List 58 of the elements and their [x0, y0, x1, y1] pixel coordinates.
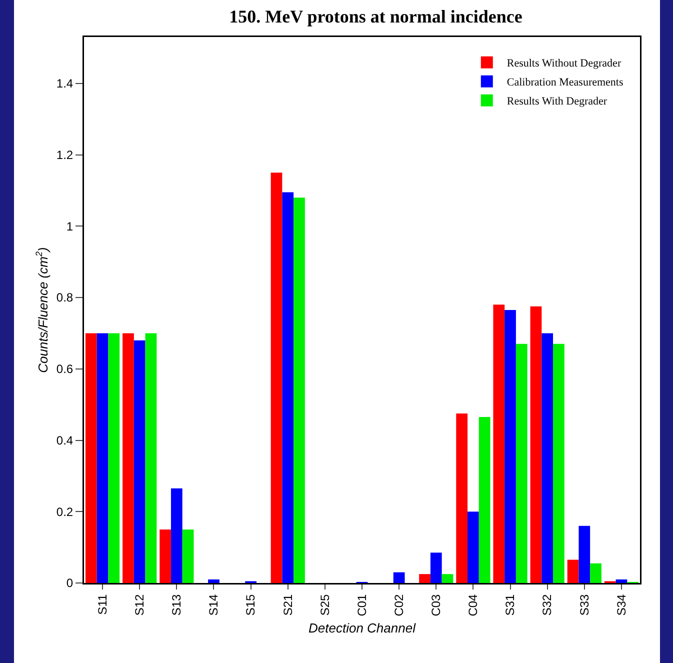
x-tick-label: S12: [132, 594, 146, 616]
x-tick-label: C03: [429, 594, 444, 616]
bar: [442, 574, 454, 583]
x-tick-label: S21: [280, 594, 295, 616]
x-tick-label: C04: [466, 594, 480, 616]
y-tick-label: 1.2: [56, 148, 74, 162]
bar: [468, 512, 479, 583]
bar: [590, 563, 602, 583]
x-tick-label: S33: [577, 594, 592, 616]
bar: [134, 340, 146, 583]
y-tick-label: 0: [66, 576, 74, 590]
bar: [170, 488, 182, 583]
x-axis-title: Detection Channel: [308, 620, 417, 636]
bar: [208, 579, 220, 583]
bar: [96, 333, 108, 583]
bar: [493, 304, 505, 583]
x-tick-label: S34: [614, 594, 628, 616]
bar: [393, 572, 405, 583]
bar: [160, 529, 171, 583]
bar: [578, 526, 590, 583]
x-tick-label: S31: [503, 594, 518, 616]
bar: [85, 333, 97, 583]
bar: [516, 344, 528, 583]
chart-title: 150. MeV protons at normal incidence: [229, 6, 522, 27]
x-tick-label: C01: [354, 594, 369, 616]
bar: [530, 306, 542, 583]
legend-label: Calibration Measurements: [506, 76, 624, 89]
x-tick-label: S11: [95, 594, 110, 615]
bar: [419, 574, 430, 583]
bar: [456, 413, 468, 583]
y-tick-label: 0.6: [56, 362, 74, 376]
x-tick-label: S14: [206, 594, 221, 616]
bar: [478, 417, 490, 583]
bar: [182, 529, 194, 583]
x-tick-label: S15: [244, 594, 258, 616]
y-tick-label: 1.4: [56, 76, 74, 91]
y-tick-label: 0.2: [56, 504, 74, 519]
bar: [282, 192, 294, 583]
y-tick-label: 1: [66, 219, 74, 234]
legend-label: Results With Degrader: [506, 96, 608, 108]
bar: [145, 333, 157, 583]
bar: [553, 344, 564, 583]
x-tick-label: C02: [392, 594, 406, 616]
bar: [270, 172, 282, 583]
y-tick-label: 0.8: [56, 290, 74, 305]
bar: [294, 198, 305, 583]
legend-label: Results Without Degrader: [506, 58, 622, 70]
y-tick-label: 0.4: [56, 433, 74, 448]
x-tick-label: S32: [540, 594, 554, 616]
bar: [567, 560, 579, 583]
bar: [108, 333, 120, 583]
bar: [430, 552, 442, 583]
bar: [122, 333, 134, 583]
x-tick-label: S25: [318, 594, 332, 616]
bar: [616, 579, 628, 583]
bar: [504, 310, 516, 583]
x-tick-label: S13: [170, 594, 184, 616]
bar: [542, 333, 554, 583]
